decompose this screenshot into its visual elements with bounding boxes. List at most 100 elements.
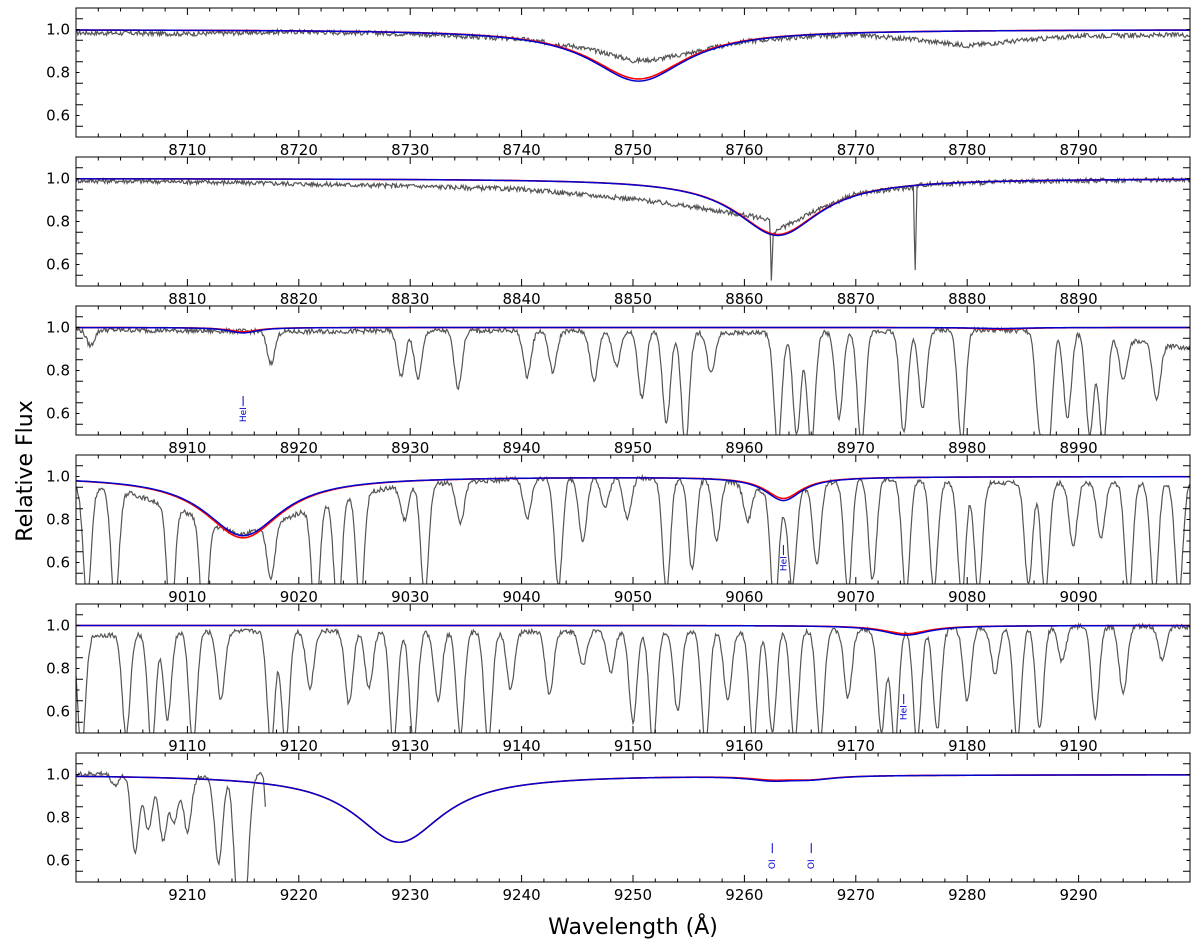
x-tick-label: 8940	[503, 439, 541, 457]
y-tick-label: 0.6	[46, 107, 70, 125]
x-tick-label: 8910	[168, 439, 206, 457]
x-tick-label: 9280	[948, 886, 986, 904]
y-tick-label: 0.8	[46, 660, 70, 678]
x-tick-label: 9170	[837, 737, 875, 755]
line-id-label: HeI	[779, 556, 789, 571]
panels-group: 8710 8720 8730 8740 8750 8760 8770 8780 8790 0.6 0…	[46, 7, 1191, 904]
plot-area	[76, 769, 1190, 882]
x-tick-label: 9070	[837, 588, 875, 606]
x-tick-label: 8850	[614, 290, 652, 308]
x-axis-title: Wavelength (Å)	[548, 913, 718, 940]
panel-frame	[75, 752, 1191, 883]
panel-5: 9110 9120 9130 9140 9150 9160 9170 9180 9190 0.6 0…	[46, 603, 1191, 755]
observed-spectrum	[76, 473, 1190, 584]
line-id-label: HeI	[900, 705, 910, 720]
plot-area	[76, 622, 1190, 733]
observed-spectrum	[76, 769, 266, 882]
line-id-label: OI	[807, 859, 817, 869]
x-tick-label: 8820	[280, 290, 318, 308]
x-tick-label: 9160	[725, 737, 763, 755]
x-tick-label: 9010	[168, 588, 206, 606]
x-tick-label: 8960	[725, 439, 763, 457]
y-tick-label: 0.6	[46, 703, 70, 721]
panel-3: 8910 8920 8930 8940 8950 8960 8970 8980 8990 0.6 0…	[46, 305, 1191, 457]
panel-frame	[75, 156, 1191, 287]
y-tick-label: 0.6	[46, 405, 70, 423]
observed-spectrum	[76, 622, 1190, 733]
x-tick-label: 8870	[837, 290, 875, 308]
x-tick-label: 8920	[280, 439, 318, 457]
panel-1: 8710 8720 8730 8740 8750 8760 8770 8780 8790 0.6 0…	[46, 7, 1191, 159]
x-tick-label: 8880	[948, 290, 986, 308]
y-tick-label: 0.8	[46, 809, 70, 827]
observed-spectrum	[76, 27, 1190, 65]
x-tick-label: 8720	[280, 141, 318, 159]
x-tick-label: 9220	[280, 886, 318, 904]
x-tick-label: 9260	[725, 886, 763, 904]
x-tick-label: 9020	[280, 588, 318, 606]
model-red-line	[76, 774, 1190, 844]
plot-area	[76, 473, 1190, 584]
x-tick-label: 9090	[1060, 588, 1098, 606]
x-tick-label: 9180	[948, 737, 986, 755]
x-tick-label: 9190	[1060, 737, 1098, 755]
x-tick-label: 9030	[391, 588, 429, 606]
x-tick-label: 9270	[837, 886, 875, 904]
x-tick-label: 9150	[614, 737, 652, 755]
x-tick-label: 9050	[614, 588, 652, 606]
x-tick-label: 8970	[837, 439, 875, 457]
plot-area	[76, 175, 1190, 281]
x-tick-label: 9140	[503, 737, 541, 755]
y-tick-label: 1.0	[46, 21, 70, 39]
model-red-line	[76, 178, 1190, 236]
x-tick-label: 8770	[837, 141, 875, 159]
y-tick-label: 0.6	[46, 852, 70, 870]
x-tick-label: 8750	[614, 141, 652, 159]
x-tick-label: 8810	[168, 290, 206, 308]
x-tick-label: 8730	[391, 141, 429, 159]
x-tick-label: 8780	[948, 141, 986, 159]
x-tick-label: 8830	[391, 290, 429, 308]
line-id-label: OI	[768, 859, 778, 869]
model-blue-line	[76, 178, 1190, 237]
x-tick-label: 8890	[1060, 290, 1098, 308]
x-tick-label: 9060	[725, 588, 763, 606]
model-blue-line	[76, 624, 1190, 636]
x-tick-label: 8710	[168, 141, 206, 159]
x-tick-label: 9080	[948, 588, 986, 606]
model-blue-line	[76, 475, 1190, 537]
x-tick-label: 8790	[1060, 141, 1098, 159]
x-tick-label: 8930	[391, 439, 429, 457]
observed-spectrum	[76, 175, 1190, 281]
x-tick-label: 8860	[725, 290, 763, 308]
x-tick-label: 8760	[725, 141, 763, 159]
model-blue-line	[76, 29, 1190, 82]
model-blue-line	[76, 774, 1190, 844]
y-tick-label: 1.0	[46, 617, 70, 635]
panel-6: 9210 9220 9230 9240 9250 9260 9270 9280 9290 0.6 0…	[46, 752, 1191, 904]
model-red-line	[76, 475, 1190, 539]
model-red-line	[76, 29, 1190, 80]
x-tick-label: 9240	[503, 886, 541, 904]
x-tick-label: 9210	[168, 886, 206, 904]
x-tick-label: 8980	[948, 439, 986, 457]
plot-area	[76, 325, 1190, 435]
y-tick-label: 0.6	[46, 256, 70, 274]
x-tick-label: 8950	[614, 439, 652, 457]
x-tick-label: 8840	[503, 290, 541, 308]
y-tick-label: 1.0	[46, 319, 70, 337]
panel-frame	[75, 7, 1191, 138]
y-axis-title: Relative Flux	[13, 400, 38, 541]
panel-4: 9010 9020 9030 9040 9050 9060 9070 9080 9090 0.6 0…	[46, 454, 1191, 606]
y-tick-label: 1.0	[46, 170, 70, 188]
y-tick-label: 1.0	[46, 766, 70, 784]
x-tick-label: 8990	[1060, 439, 1098, 457]
x-tick-label: 9290	[1060, 886, 1098, 904]
x-tick-label: 9110	[168, 737, 206, 755]
x-tick-label: 9040	[503, 588, 541, 606]
y-tick-label: 0.8	[46, 362, 70, 380]
y-tick-label: 0.6	[46, 554, 70, 572]
y-tick-label: 0.8	[46, 64, 70, 82]
panel-2: 8810 8820 8830 8840 8850 8860 8870 8880 8890 0.6 0…	[46, 156, 1191, 308]
